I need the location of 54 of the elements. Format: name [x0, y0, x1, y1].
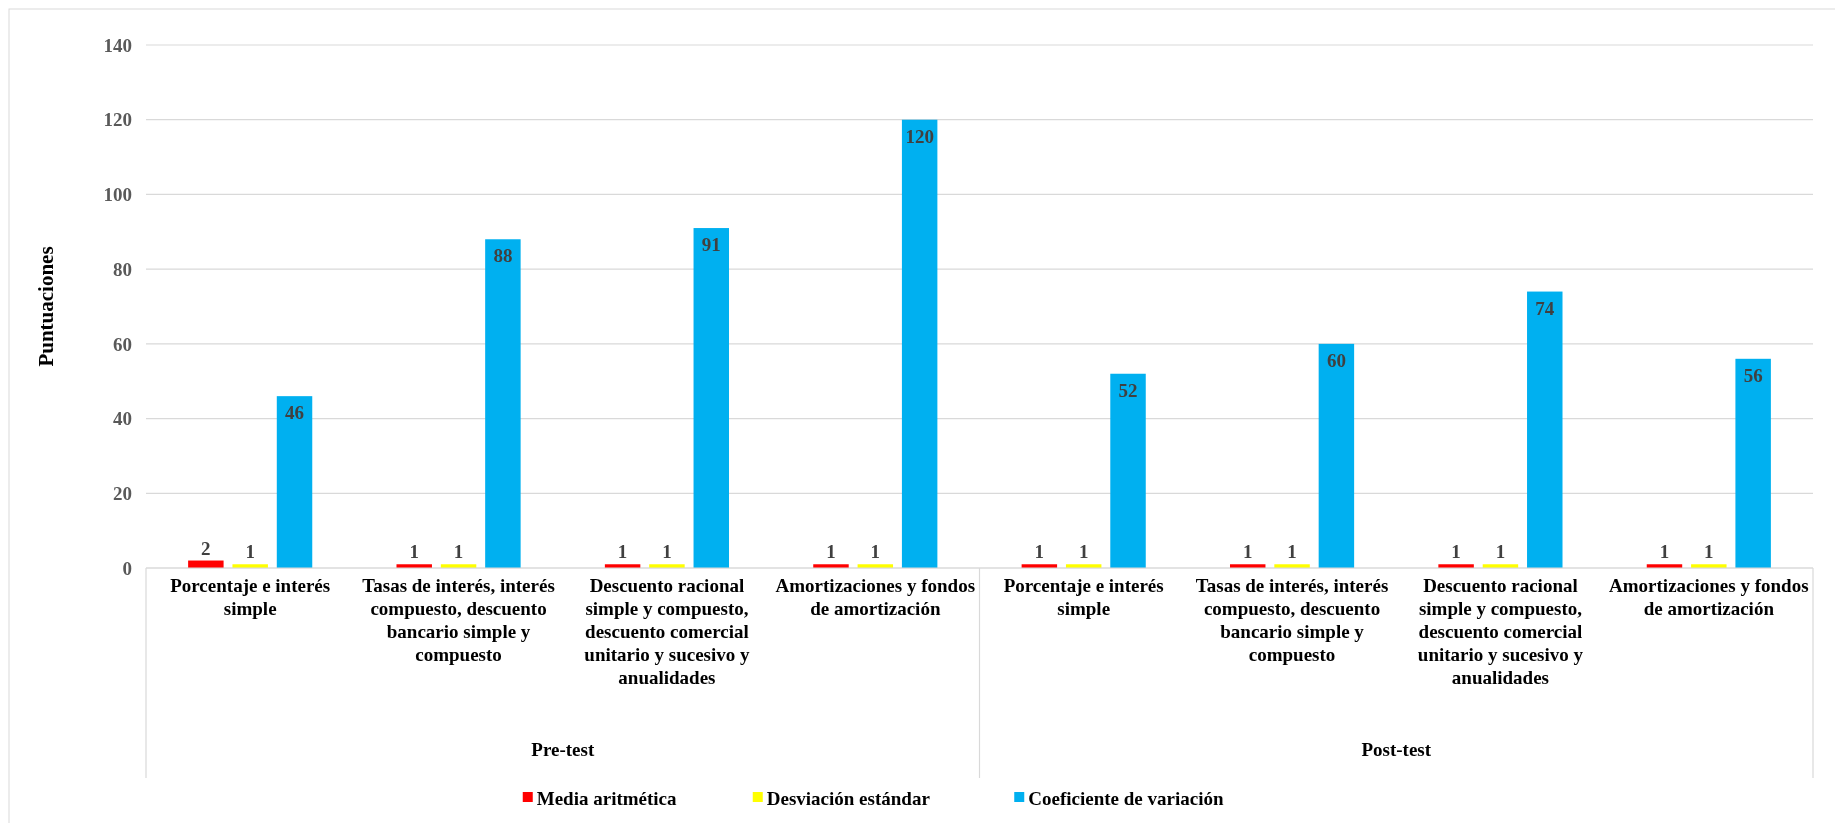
data-label: 1: [1704, 541, 1714, 563]
x-tick-label: Tasas de interés, interés compuesto, descuento bancario simple y compuesto: [1195, 575, 1389, 665]
text: Pre-test: [531, 739, 595, 760]
data-label: 1: [409, 541, 419, 563]
data-label: 1: [1034, 541, 1045, 563]
data-label: 1: [1451, 541, 1461, 563]
data-label: 91: [701, 234, 721, 256]
y-tick-label: 100: [103, 184, 132, 206]
data-label: 1: [1495, 541, 1506, 563]
bar: [1318, 343, 1355, 568]
bar: [276, 396, 313, 568]
legend-label: Media aritmética: [536, 787, 678, 809]
bar: [1110, 373, 1146, 568]
data-label: 56: [1743, 365, 1763, 386]
x-tick-label: Descuento racional simple y compuesto, descuento comercial unitario y sucesivo y anualidades: [584, 575, 751, 688]
data-label: 1: [1242, 541, 1253, 563]
data-label: 1: [245, 541, 255, 563]
data-label: 1: [662, 541, 672, 563]
data-label: 46: [285, 402, 305, 424]
legend-label: Coeficiente de variación: [1028, 787, 1224, 809]
y-axis-title: Puntuaciones: [34, 246, 58, 367]
bar: [693, 228, 730, 568]
legend-label: Desviación estándar: [766, 787, 931, 809]
data-label: 1: [453, 541, 464, 563]
data-label: 1: [870, 541, 881, 563]
y-tick-label: 80: [113, 258, 132, 280]
bar: [485, 239, 521, 568]
bar: [901, 119, 938, 568]
x-tick-label: Amortizaciones y fondos de amortización: [775, 575, 976, 619]
bar: [1735, 358, 1771, 568]
data-label: 1: [826, 541, 836, 563]
data-label: 88: [493, 245, 513, 267]
x-tick-label: Descuento racional simple y compuesto, descuento comercial unitario y sucesivo y anualidades: [1417, 575, 1584, 688]
y-tick-label: 140: [103, 34, 132, 56]
x-tick-label: Porcentaje e interés simple: [1003, 575, 1164, 619]
data-label: 1: [1078, 541, 1089, 563]
text: Post-test: [1361, 739, 1432, 760]
bar: [1527, 291, 1563, 568]
data-label: 1: [617, 541, 628, 563]
y-tick-label: 120: [103, 109, 132, 131]
x-tick-label: Amortizaciones y fondos de amortización: [1609, 575, 1809, 619]
y-tick-label: 40: [113, 408, 132, 430]
y-tick-label: 0: [122, 557, 132, 579]
data-label: 120: [905, 125, 934, 147]
y-tick-label: 20: [113, 482, 132, 504]
data-label: 1: [1659, 541, 1670, 563]
data-label: 74: [1535, 297, 1555, 319]
data-label: 60: [1326, 350, 1346, 372]
y-tick-label: 60: [113, 333, 132, 355]
x-tick-label: Tasas de interés, interés compuesto, descuento bancario simple y compuesto: [362, 575, 555, 665]
data-label: 1: [1287, 541, 1297, 563]
data-label: 2: [201, 537, 211, 559]
data-label: 52: [1118, 379, 1138, 401]
x-tick-label: Porcentaje e interés simple: [170, 575, 331, 619]
